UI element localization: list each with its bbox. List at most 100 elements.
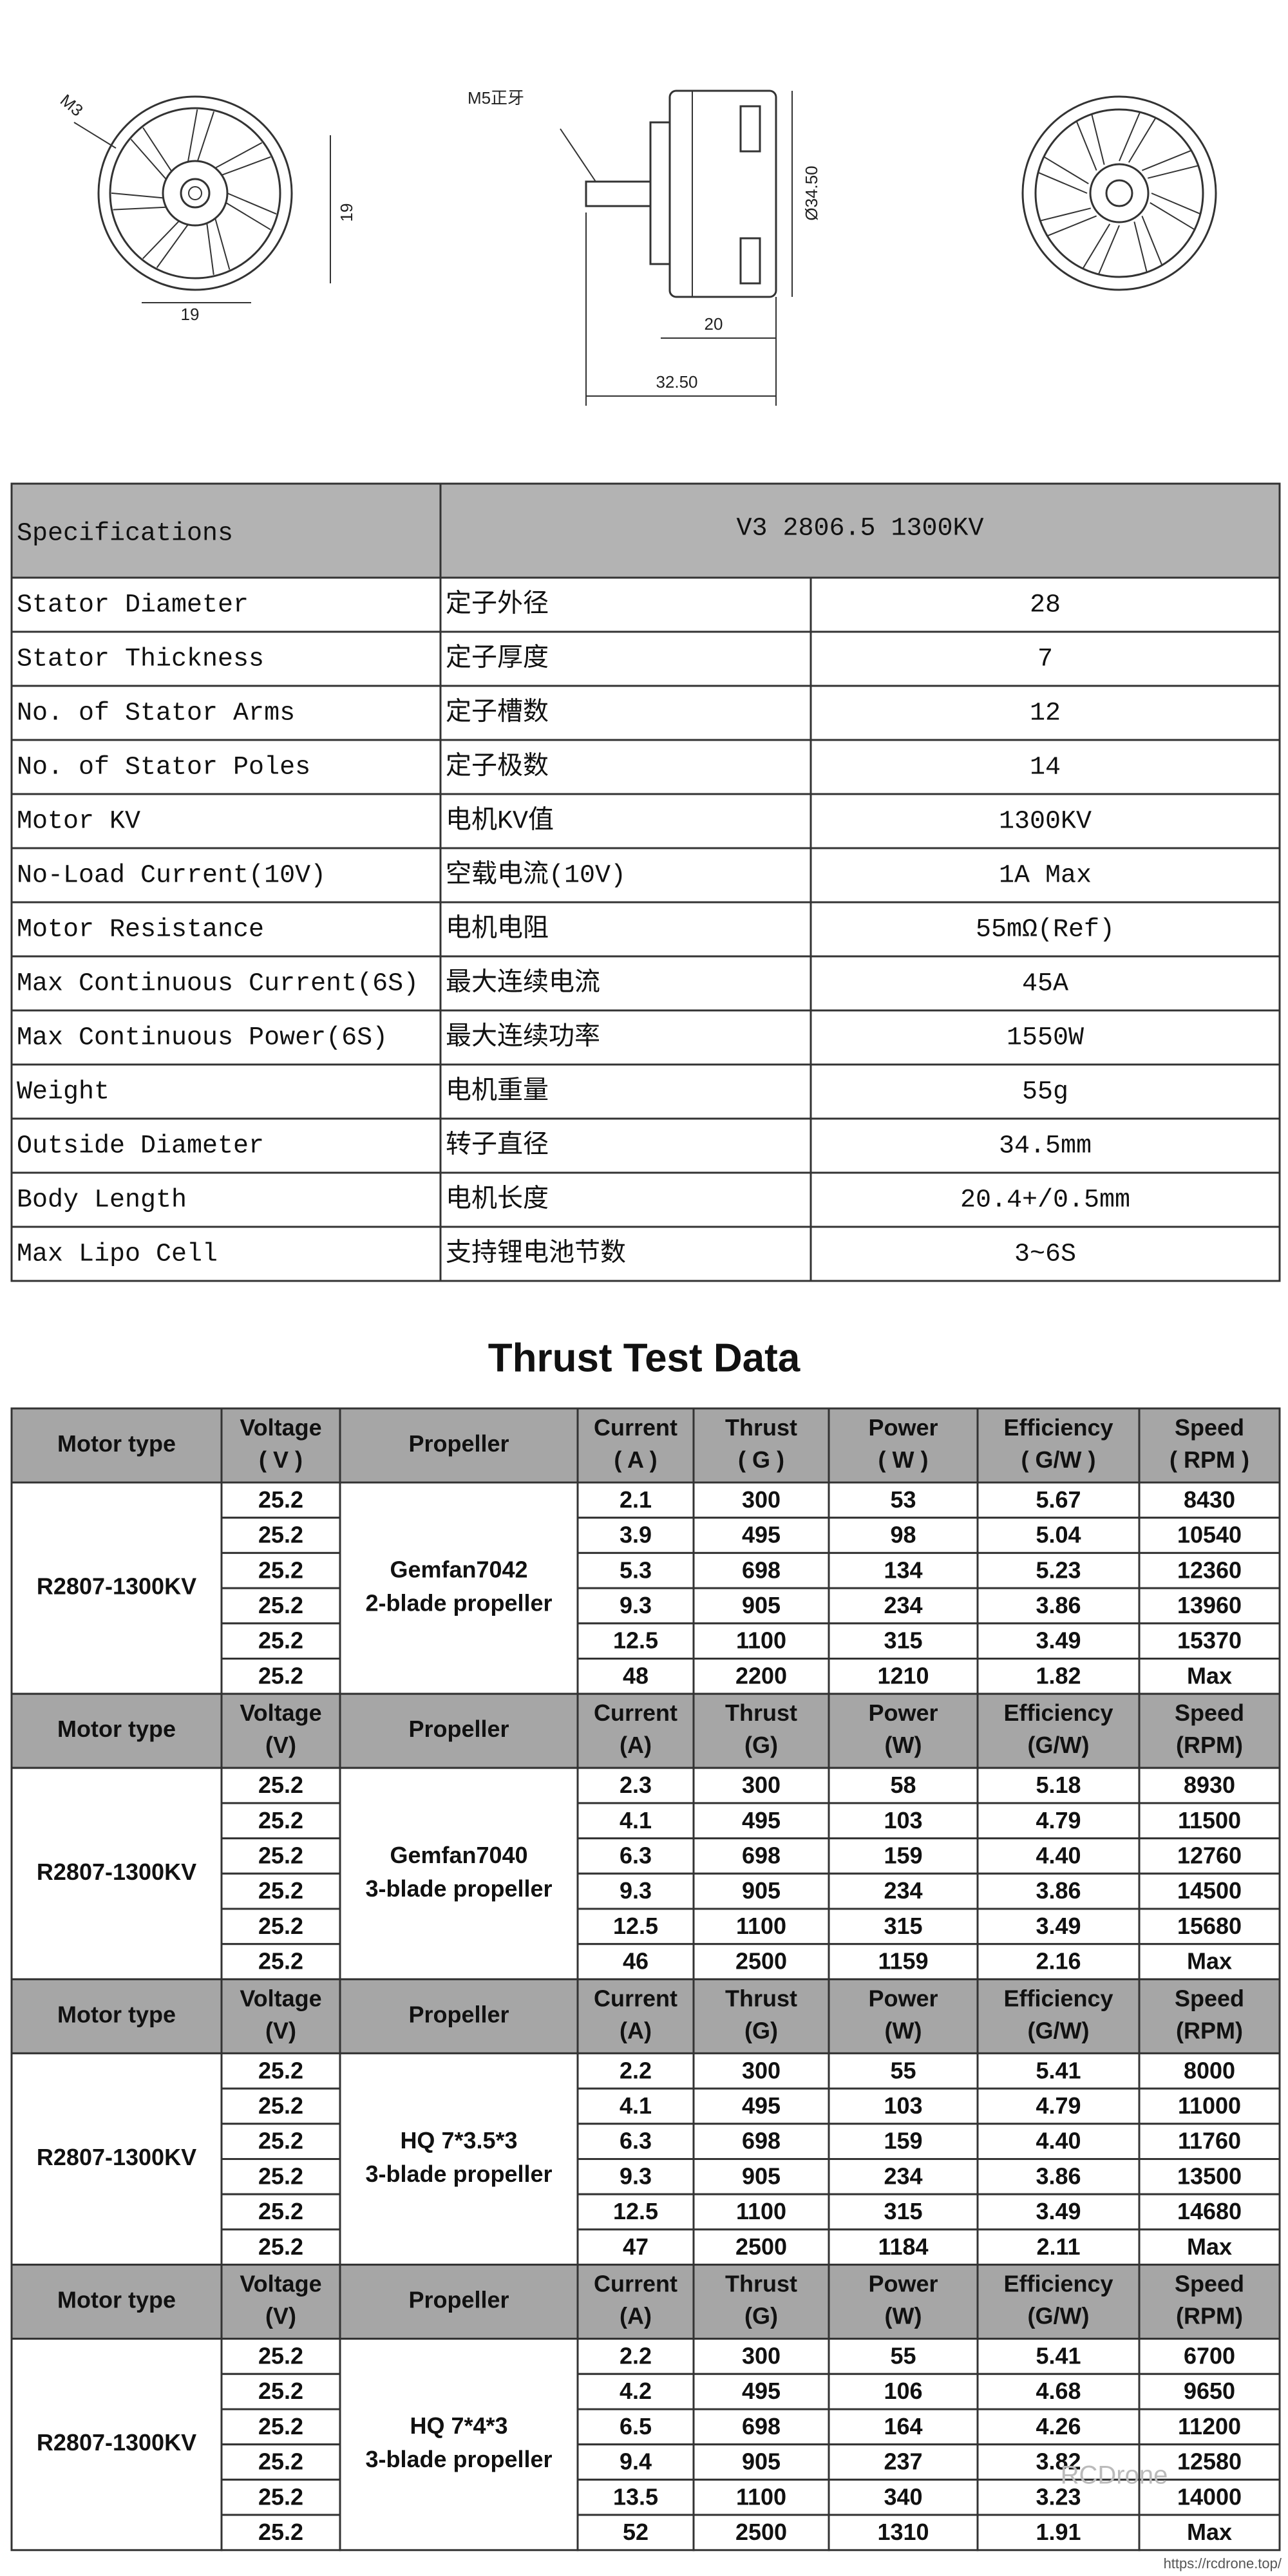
table-cell — [810, 1226, 1281, 1282]
cell-value: 1210 — [877, 1662, 929, 1689]
cell-value: 3.49 — [1036, 1913, 1081, 1939]
table-cell — [828, 1622, 979, 1660]
dim-label: 19 — [181, 305, 200, 324]
spec-value: 12 — [1030, 699, 1061, 728]
table-cell — [220, 1481, 341, 1519]
column-header: Current — [594, 2271, 677, 2297]
spec-label: Motor Resistance — [17, 916, 264, 945]
column-header: Voltage — [240, 2271, 321, 2297]
table-cell — [339, 2264, 579, 2340]
table-cell — [692, 1766, 830, 1804]
spec-value: 1A Max — [999, 862, 1092, 891]
table-cell — [828, 1837, 979, 1875]
cell-value: 6.3 — [620, 1842, 652, 1868]
dim-label: M5正牙 — [468, 88, 524, 108]
cell-value: 25.2 — [258, 1627, 303, 1654]
cell-value: 8000 — [1184, 2057, 1235, 2083]
spoke — [1150, 202, 1195, 231]
cell-value: 47 — [623, 2233, 649, 2260]
cell-value: 9.4 — [620, 2448, 652, 2475]
table-cell — [220, 1872, 341, 1910]
column-header: (A) — [620, 2017, 652, 2043]
cell-value: 2500 — [735, 2233, 787, 2260]
table-cell — [576, 2228, 695, 2266]
table-cell — [10, 1766, 223, 1980]
cell-value: 495 — [742, 1807, 781, 1833]
cell-value: 25.2 — [258, 2128, 303, 2154]
column-header: (W) — [885, 1732, 922, 1758]
cell-value: 234 — [884, 1592, 922, 1618]
spoke — [1075, 120, 1097, 171]
cell-value: 495 — [742, 2092, 781, 2119]
cell-value: 2500 — [735, 2519, 787, 2545]
table-cell — [1138, 2052, 1281, 2090]
cell-value: 25.2 — [258, 2163, 303, 2189]
spec-label: 定子极数 — [446, 752, 549, 782]
cell-value: 698 — [742, 1842, 781, 1868]
spoke — [1091, 114, 1105, 166]
column-header: Current — [594, 1985, 677, 2011]
cell-value: 13500 — [1177, 2163, 1242, 2189]
spec-value: 55mΩ(Ref) — [976, 916, 1115, 945]
cell-value: 300 — [742, 1772, 781, 1798]
column-header: Thrust — [725, 2271, 797, 2297]
cell-value: 3.82 — [1036, 2448, 1081, 2475]
column-header: Speed — [1175, 1700, 1244, 1726]
table-cell — [339, 2052, 579, 2266]
spoke — [1037, 171, 1088, 194]
cell-value: 315 — [884, 1913, 922, 1939]
table-cell — [220, 1837, 341, 1875]
spoke — [1097, 225, 1120, 275]
table-cell — [1138, 2338, 1281, 2375]
table-cell — [692, 1587, 830, 1625]
cell-value: 6.5 — [620, 2413, 652, 2439]
cell-value: 25.2 — [258, 1486, 303, 1513]
cell-value: 13.5 — [613, 2483, 658, 2510]
table-cell — [439, 1009, 812, 1066]
table-cell — [220, 2158, 341, 2195]
table-cell — [10, 1692, 223, 1769]
table-cell — [976, 2443, 1141, 2481]
table-cell — [439, 955, 812, 1012]
cell-value: 5.04 — [1036, 1522, 1081, 1548]
column-header: (V) — [265, 2017, 296, 2043]
cell-value: 55 — [890, 2057, 916, 2083]
cell-value: 3.86 — [1036, 1877, 1081, 1904]
spoke — [1141, 215, 1163, 266]
cell-value: 25.2 — [258, 2198, 303, 2224]
spoke — [1133, 221, 1148, 272]
spoke — [142, 127, 173, 172]
table-cell — [810, 1009, 1281, 1066]
table-cell — [576, 2372, 695, 2410]
column-header: (A) — [620, 2303, 652, 2329]
table-cell — [828, 1587, 979, 1625]
table-cell — [810, 955, 1281, 1012]
column-header: ( W ) — [878, 1446, 929, 1473]
column-header: Motor type — [57, 2001, 176, 2027]
column-header: (G/W) — [1028, 2017, 1090, 2043]
spoke — [221, 156, 271, 176]
cell-value: 9.3 — [620, 1877, 652, 1904]
cell-value: 25.2 — [258, 2092, 303, 2119]
spec-header: Specifications — [17, 520, 233, 549]
table-cell — [576, 2338, 695, 2375]
cell-value: 3.86 — [1036, 1592, 1081, 1618]
table-cell — [1138, 1587, 1281, 1625]
cell-value: 48 — [623, 1662, 649, 1689]
table-cell — [1138, 1766, 1281, 1804]
table-cell — [976, 1622, 1141, 1660]
cell-value: 25.2 — [258, 1772, 303, 1798]
cell-value: 25.2 — [258, 1557, 303, 1583]
column-header: Thrust — [725, 1985, 797, 2011]
cell-value: 9.3 — [620, 1592, 652, 1618]
cell-value: 12760 — [1177, 1842, 1242, 1868]
propeller: Gemfan7042 — [390, 1557, 527, 1583]
spec-value: 3~6S — [1014, 1240, 1076, 1269]
table-cell — [576, 1943, 695, 1980]
cell-value: 14500 — [1177, 1877, 1242, 1904]
column-header: (W) — [885, 2017, 922, 2043]
cell-value: 4.2 — [620, 2378, 652, 2404]
column-header: (V) — [265, 2303, 296, 2329]
table-cell — [692, 2443, 830, 2481]
